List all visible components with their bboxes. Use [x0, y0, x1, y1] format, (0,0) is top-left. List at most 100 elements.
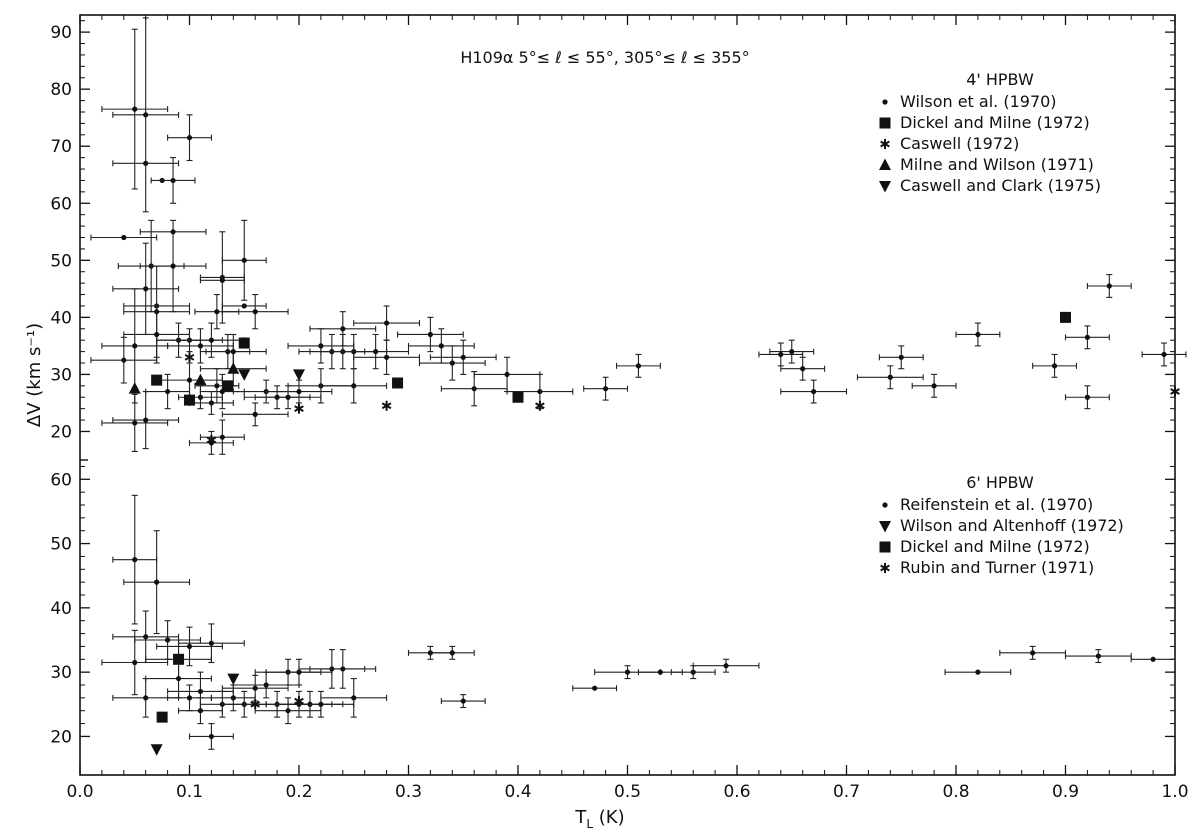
data-point — [252, 685, 258, 691]
data-point — [294, 696, 304, 707]
data-point — [1170, 386, 1180, 397]
data-marks — [90, 17, 1187, 756]
data-point — [143, 695, 149, 701]
data-point — [121, 234, 127, 241]
legend-item: Wilson and Altenhoff (1972) — [879, 516, 1124, 535]
legend-label: Reifenstein et al. (1970) — [900, 495, 1093, 514]
y-tick-label: 30 — [50, 663, 72, 683]
series — [128, 362, 240, 394]
data-point — [170, 177, 176, 184]
legend-label: Milne and Wilson (1971) — [900, 155, 1094, 174]
data-point — [880, 139, 890, 149]
legend-item: Caswell and Clark (1975) — [879, 176, 1101, 195]
data-point — [285, 394, 291, 400]
data-point — [471, 386, 477, 392]
data-point — [800, 366, 806, 372]
data-point — [1095, 653, 1101, 659]
series — [90, 17, 1187, 455]
data-point — [208, 400, 214, 406]
series — [150, 673, 240, 756]
data-point — [143, 417, 149, 423]
series — [184, 352, 1180, 446]
data-point — [252, 309, 258, 315]
data-point — [1051, 363, 1058, 369]
data-point — [603, 386, 609, 392]
data-point — [250, 699, 261, 710]
data-point — [723, 663, 729, 669]
data-point — [381, 400, 392, 411]
x-tick-label: 0.4 — [504, 782, 531, 802]
x-axis-title: TL (K) — [574, 807, 624, 831]
data-point — [879, 181, 891, 193]
axis-ticks: 0.0 0.1 0.2 0.3 0.4 0.5 0.6 0.7 0.8 0.9 1.0 20 30 40 5… — [50, 15, 1189, 802]
data-point — [173, 653, 185, 665]
data-point — [460, 698, 466, 704]
data-point — [241, 303, 247, 309]
data-point — [252, 411, 258, 417]
legends: 4' HPBW Wilson et al. (1970) Dickel and Mi… — [879, 70, 1124, 577]
data-point — [154, 579, 160, 585]
data-point — [194, 373, 207, 386]
data-point — [154, 331, 160, 338]
chart-title: H109α 5°≤ ℓ ≤ 55°, 305°≤ ℓ ≤ 355° — [460, 48, 749, 67]
data-point — [222, 380, 234, 392]
data-point — [460, 354, 466, 360]
data-point — [1060, 311, 1071, 323]
data-point — [175, 675, 182, 682]
data-point — [121, 357, 127, 363]
y-tick-label: 90 — [50, 23, 72, 43]
data-point — [230, 349, 236, 355]
legend-item: Wilson et al. (1970) — [882, 92, 1057, 111]
legend-upper: 4' HPBW Wilson et al. (1970) Dickel and Mi… — [879, 70, 1101, 195]
data-point — [132, 557, 138, 563]
data-point — [373, 349, 379, 355]
data-point — [197, 394, 204, 400]
data-point — [384, 354, 390, 360]
data-point — [504, 371, 510, 378]
data-point — [318, 343, 324, 349]
data-point — [778, 351, 784, 358]
data-point — [208, 640, 214, 646]
data-point — [690, 669, 696, 675]
data-point — [197, 708, 204, 714]
data-point — [1161, 351, 1167, 358]
data-point — [206, 435, 217, 446]
y-tick-label: 40 — [50, 308, 72, 328]
data-point — [285, 708, 291, 714]
data-point — [879, 117, 891, 129]
data-point — [340, 326, 346, 332]
y-tick-label: 20 — [50, 422, 72, 442]
data-point — [186, 135, 193, 141]
data-point — [592, 685, 598, 691]
data-point — [512, 391, 524, 403]
data-point — [208, 733, 214, 740]
legend-label: Dickel and Milne (1972) — [900, 113, 1090, 132]
data-point — [882, 99, 888, 105]
y-tick-label: 60 — [50, 194, 72, 214]
x-tick-label: 0.2 — [285, 782, 312, 802]
data-point — [132, 659, 138, 666]
data-point — [624, 669, 631, 675]
data-point — [351, 383, 357, 389]
x-tick-label: 0.9 — [1052, 782, 1079, 802]
data-point — [238, 369, 251, 381]
x-axis-title-unit: (K) — [593, 807, 625, 828]
data-point — [230, 695, 236, 701]
x-tick-label: 0.8 — [942, 782, 969, 802]
data-point — [438, 343, 444, 349]
legend-item: Reifenstein et al. (1970) — [882, 495, 1093, 514]
data-point — [294, 403, 304, 414]
y-axis-title: ΔV (km s⁻¹) — [24, 323, 45, 427]
series — [238, 369, 305, 381]
legend-title: 4' HPBW — [966, 70, 1034, 89]
legend-item: Dickel and Milne (1972) — [879, 113, 1090, 132]
data-point — [263, 682, 269, 688]
data-point — [880, 563, 890, 573]
data-point — [537, 388, 543, 395]
data-point — [219, 434, 225, 440]
legend-item: Caswell (1972) — [880, 134, 1019, 153]
data-point — [975, 331, 981, 338]
data-point — [151, 374, 163, 386]
data-point — [165, 637, 171, 643]
legend-item: Rubin and Turner (1971) — [880, 558, 1094, 577]
